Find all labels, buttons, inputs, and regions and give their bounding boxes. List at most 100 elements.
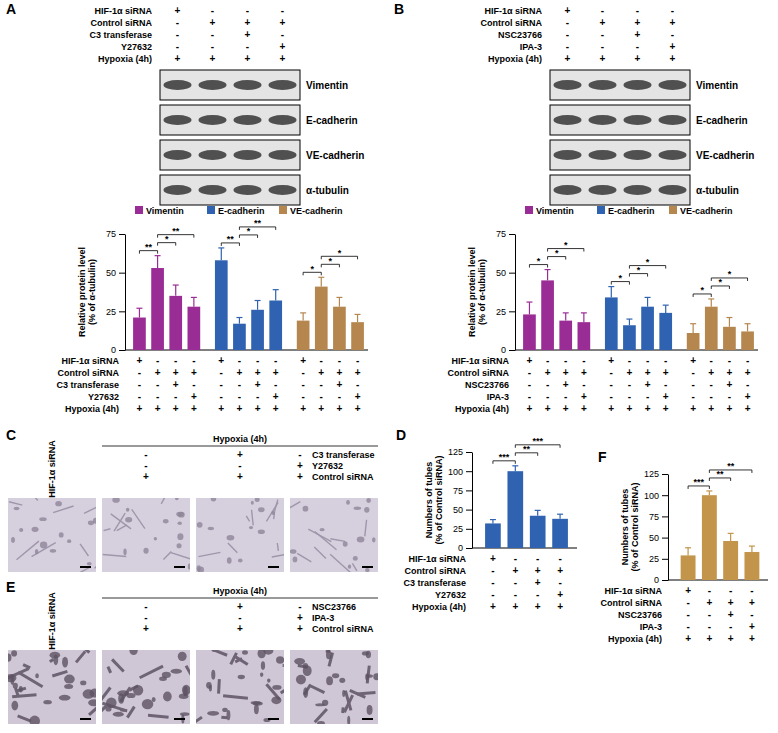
y-tick: 25 [453, 524, 472, 534]
cell-cluster [11, 701, 18, 711]
error-cap [173, 284, 179, 285]
cell-cluster [322, 700, 328, 706]
cell-cluster [254, 704, 259, 714]
y-tick: 50 [496, 268, 515, 278]
y-tick: 100 [644, 491, 668, 501]
cell-strand [198, 552, 220, 556]
y-tick: 75 [649, 512, 668, 522]
cell-cluster [35, 549, 39, 554]
condition-sign: + [143, 623, 149, 634]
blot-box [160, 175, 300, 205]
error-bar [537, 510, 538, 515]
condition-sign: + [318, 403, 324, 414]
plot-marks [681, 491, 760, 580]
condition-sign: - [729, 621, 732, 632]
cell-strand [18, 716, 31, 721]
cell-cluster [129, 650, 137, 655]
error-bar [747, 324, 748, 332]
cell-strand [235, 658, 242, 661]
condition-sign: + [670, 17, 676, 28]
cell-strand [290, 502, 300, 510]
y-tick-mark [466, 548, 472, 549]
blot-band [624, 115, 652, 125]
significance-label: * [700, 285, 704, 295]
blot-box [550, 175, 690, 205]
cell-cluster [242, 650, 248, 654]
condition-sign: - [211, 41, 214, 52]
blot-band [164, 185, 192, 195]
micrograph-header: Hypoxia (4h) [213, 586, 267, 596]
blot-box [550, 70, 690, 100]
cell-cluster [271, 696, 281, 704]
significance-label: ** [727, 461, 735, 471]
cell-strand [365, 520, 367, 537]
cell-strand [315, 709, 327, 722]
y-tick-mark [662, 474, 668, 475]
condition-sign: - [710, 379, 713, 390]
condition-sign: - [138, 367, 141, 378]
error-cap [581, 312, 587, 313]
condition-label: HIF-1α siRNA [61, 356, 119, 366]
y-tick-label: 75 [453, 486, 463, 496]
condition-sign: + [137, 403, 143, 414]
y-axis-line [668, 475, 669, 581]
condition-label: Control siRNA [58, 368, 120, 378]
condition-sign: - [491, 565, 494, 576]
header-rule [102, 446, 378, 447]
panel-letter: E [6, 579, 15, 595]
cell-cluster [32, 527, 39, 532]
condition-label: HIF-1α siRNA [604, 586, 662, 596]
condition-sign: + [670, 41, 676, 52]
bar [133, 318, 146, 350]
error-bar [583, 313, 584, 322]
error-bar [565, 313, 566, 321]
cell-cluster [126, 508, 130, 512]
cell-cluster [238, 559, 243, 563]
condition-sign: + [297, 471, 303, 482]
condition-label: Hypoxia (4h) [412, 602, 466, 612]
condition-label: NSC23766 [312, 602, 356, 612]
cell-strand [163, 551, 171, 559]
blot-panel: HIF-1α siRNA+---Control siRNA-+++C3 tran… [89, 5, 364, 205]
cell-cluster [188, 563, 190, 569]
significance-label: * [619, 273, 623, 283]
cell-cluster [112, 498, 119, 503]
cell-cluster [88, 520, 94, 525]
cell-cluster [208, 527, 214, 530]
panel-letter: A [6, 1, 16, 17]
error-cap [191, 297, 197, 298]
condition-sign: + [600, 17, 606, 28]
condition-sign: + [685, 633, 691, 644]
legend-swatch [279, 206, 287, 214]
condition-sign: - [246, 41, 249, 52]
condition-sign: + [237, 471, 243, 482]
condition-label: HIF-1α siRNA [451, 356, 509, 366]
cell-cluster [347, 716, 350, 724]
condition-sign: + [690, 403, 696, 414]
condition-sign: + [300, 403, 306, 414]
condition-sign: - [708, 609, 711, 620]
condition-label: NSC23766 [618, 610, 662, 620]
blot-band [234, 80, 262, 90]
cell-cluster [207, 711, 219, 716]
condition-sign: - [564, 355, 567, 366]
condition-sign: - [174, 391, 177, 402]
blot-band [589, 185, 617, 195]
y-tick-mark [119, 311, 125, 312]
bar [705, 307, 718, 350]
bar [315, 287, 328, 350]
y-tick-label: 50 [106, 268, 116, 278]
error-bar [729, 318, 730, 327]
error-bar [221, 248, 222, 260]
condition-sign: + [237, 623, 243, 634]
cell-cluster [326, 650, 331, 659]
band-label: VE-cadherin [696, 150, 754, 161]
legend-label: Vimentin [536, 206, 574, 216]
blot-band [659, 150, 687, 160]
condition-sign: + [635, 17, 641, 28]
condition-sign: + [512, 565, 518, 576]
blot-band [589, 80, 617, 90]
cell-cluster [125, 517, 132, 523]
y-tick-label: 0 [111, 345, 116, 355]
error-bar [357, 314, 358, 322]
